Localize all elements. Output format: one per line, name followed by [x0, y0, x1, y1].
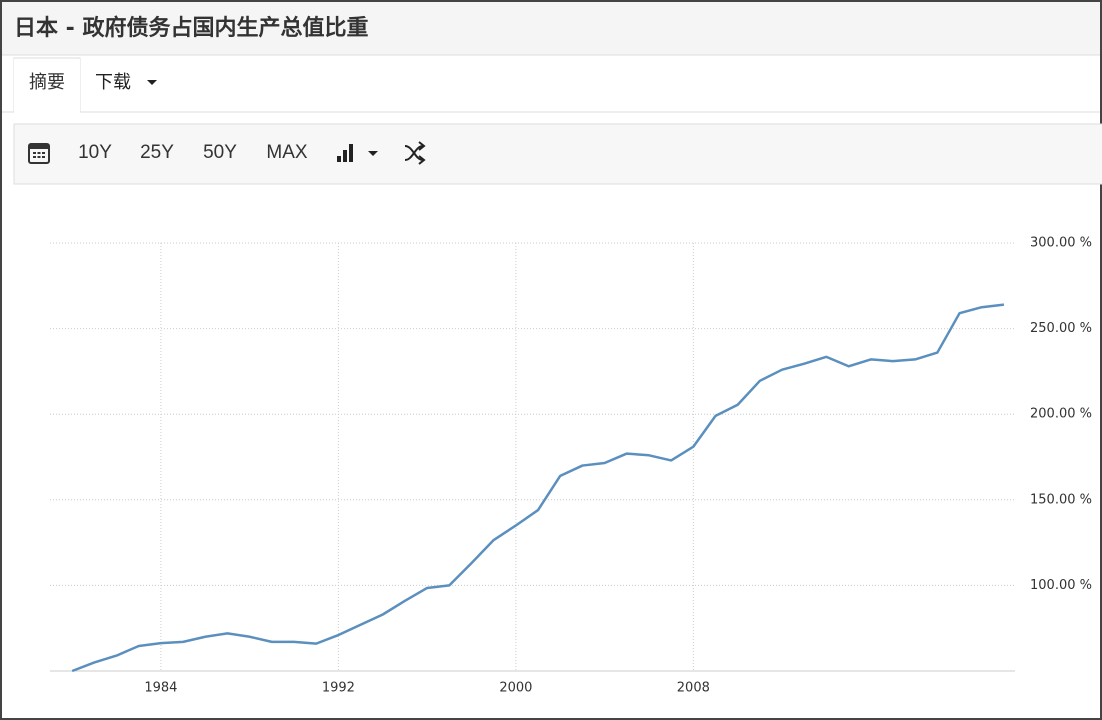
y-tick-label: 200.00 %: [1030, 407, 1092, 422]
tab[interactable]: 摘要: [29, 72, 65, 93]
calendar-days: [33, 152, 45, 158]
dropdown-caret: [368, 151, 378, 156]
active-tab-bg: [14, 59, 80, 113]
bar-icon: [337, 144, 353, 162]
x-tick-label: 2008: [677, 681, 710, 696]
header-bar: [2, 2, 1100, 55]
y-tick-label: 150.00 %: [1030, 492, 1092, 507]
range-button[interactable]: MAX: [266, 142, 308, 163]
toolbar: [13, 123, 1102, 185]
x-tick-label: 1992: [322, 681, 355, 696]
x-tick-label: 2000: [499, 681, 532, 696]
chart-type-button[interactable]: [337, 144, 378, 162]
y-tick-label: 250.00 %: [1030, 321, 1092, 336]
dropdown-caret: [147, 80, 157, 85]
y-tick-label: 100.00 %: [1030, 578, 1092, 593]
range-button[interactable]: 25Y: [140, 142, 174, 163]
shuffle-icon[interactable]: [404, 141, 426, 165]
plot: 100.00 % 150.00 % 200.00 % 250.00 % 300.00 %…: [50, 236, 1092, 696]
calendar-top: [29, 144, 49, 149]
tab[interactable]: 下载: [95, 72, 131, 93]
page-title: 日本 - 政府债务占国内生产总值比重: [14, 15, 368, 41]
range-button[interactable]: 10Y: [78, 142, 112, 163]
x-tick-label: 1984: [144, 681, 177, 696]
range-button[interactable]: 50Y: [203, 142, 237, 163]
data-line: [71, 303, 1005, 673]
calendar-icon[interactable]: [28, 143, 50, 164]
y-tick-label: 300.00 %: [1030, 236, 1092, 251]
